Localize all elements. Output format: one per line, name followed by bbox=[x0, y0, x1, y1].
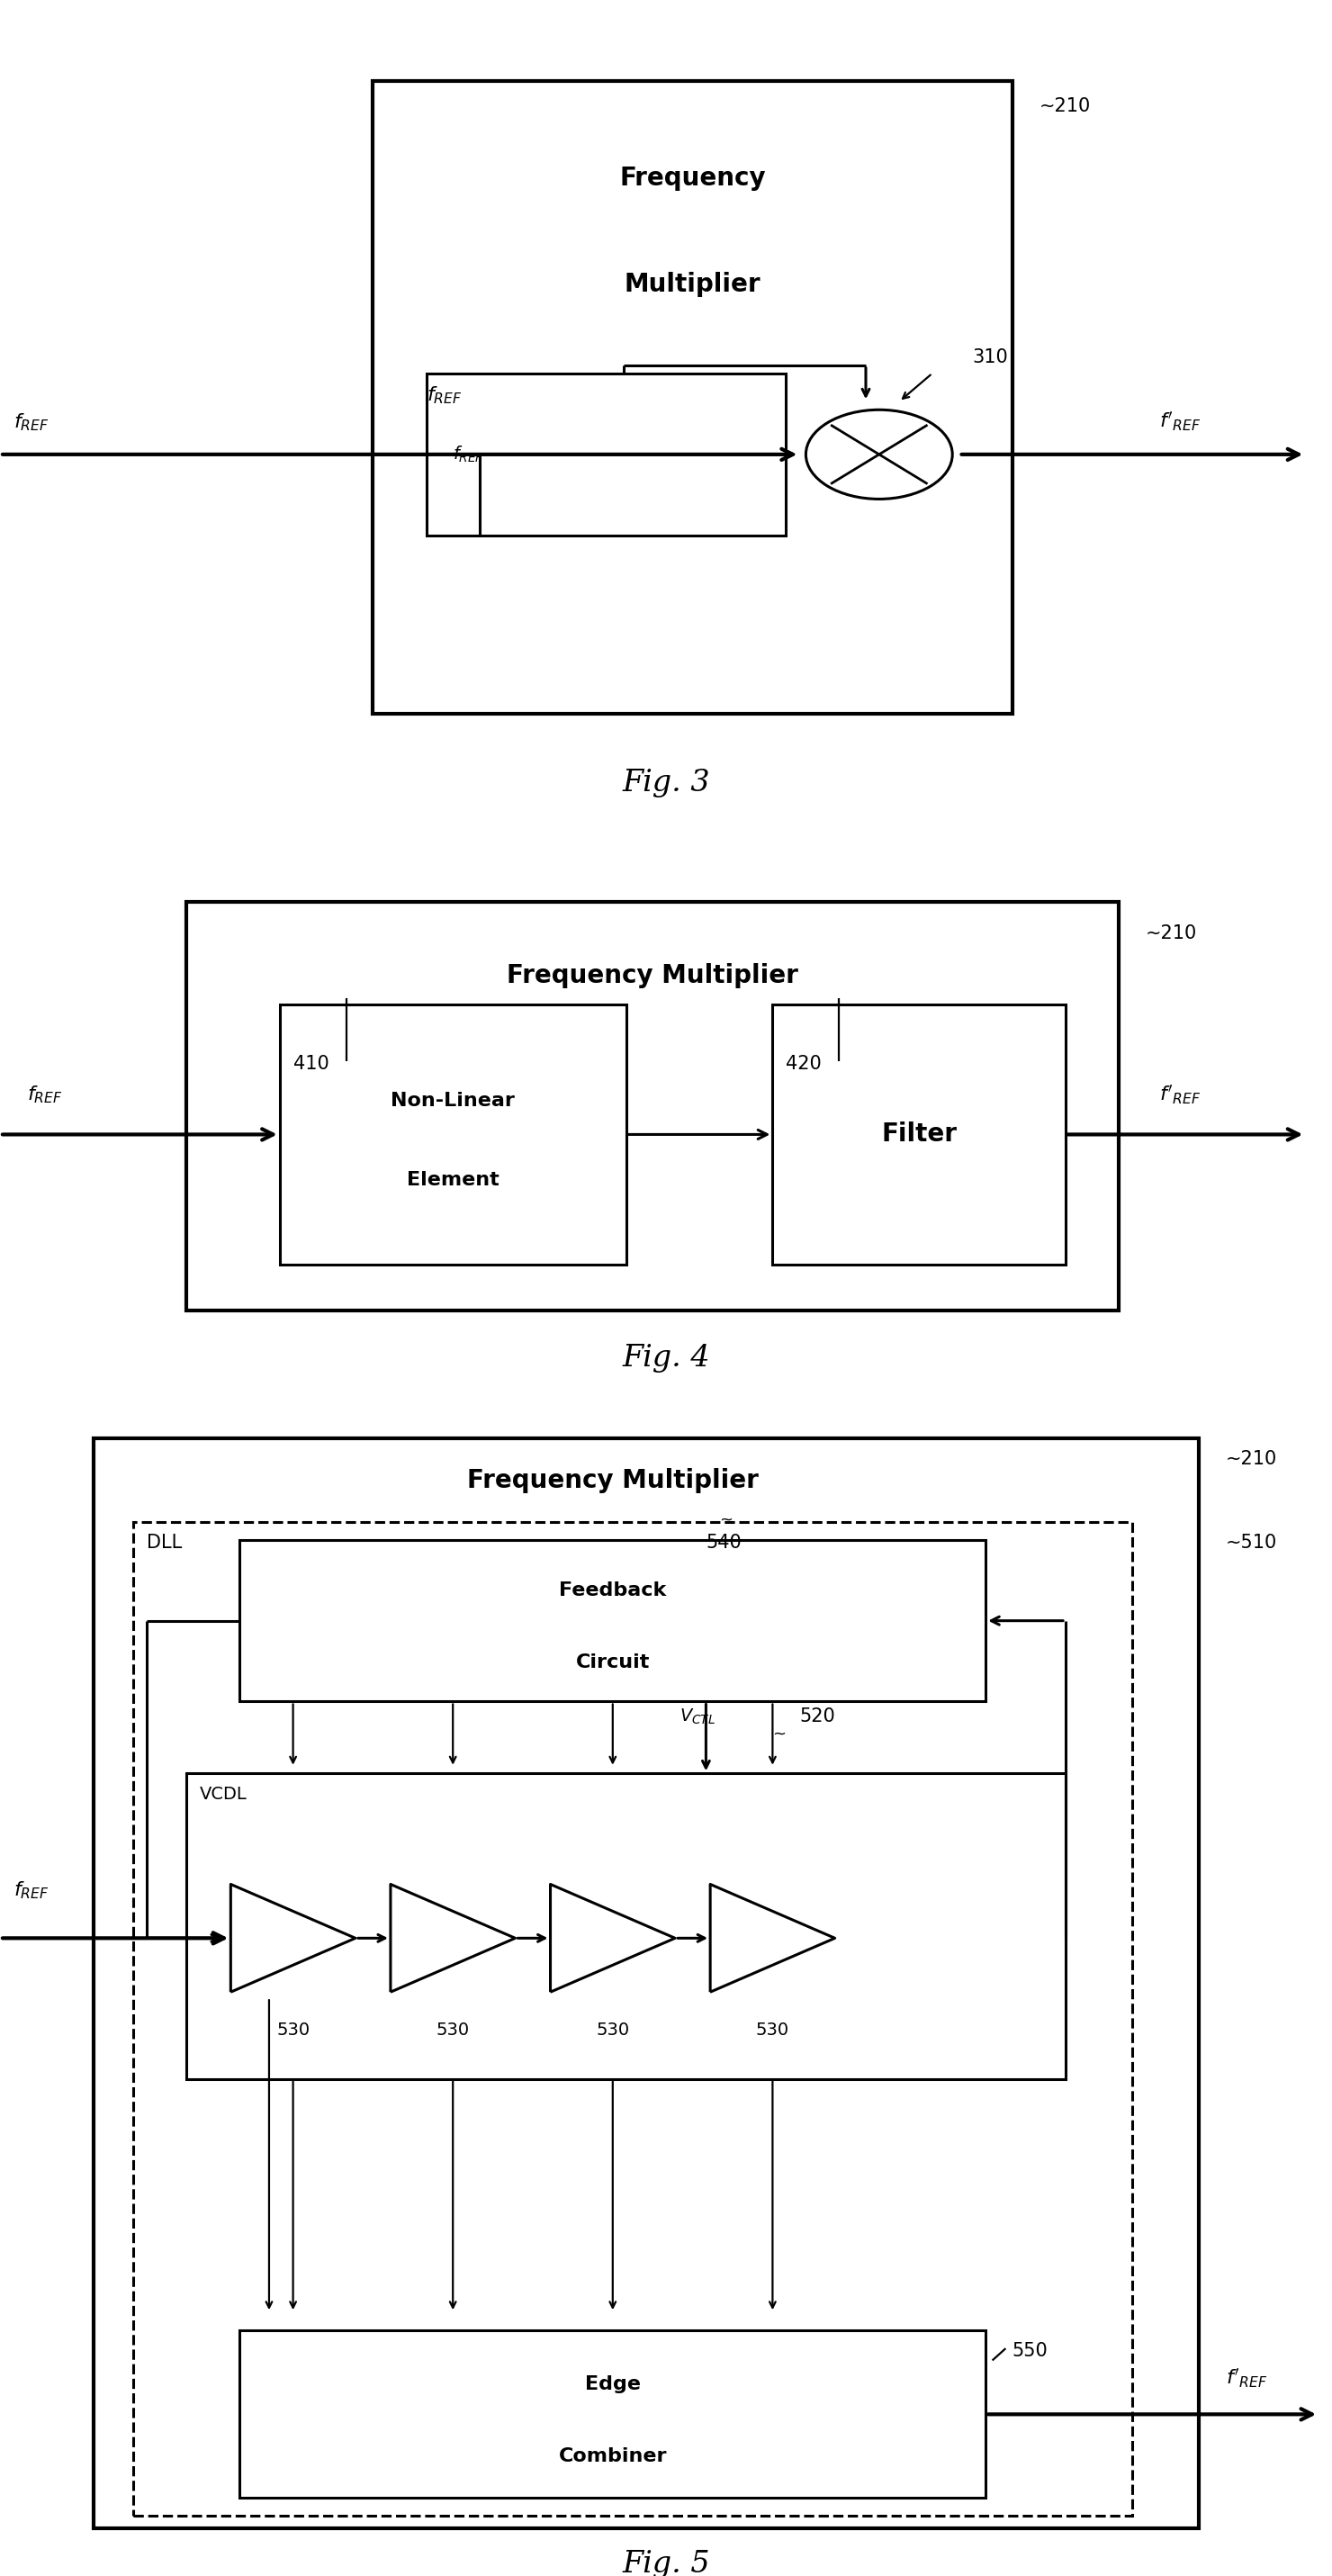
Text: Fig. 4: Fig. 4 bbox=[622, 1345, 710, 1373]
Bar bbox=[773, 1005, 1066, 1265]
Text: $f'_{REF}$: $f'_{REF}$ bbox=[1159, 410, 1200, 433]
Bar bbox=[426, 374, 786, 536]
Text: Fig. 3: Fig. 3 bbox=[622, 768, 710, 799]
Bar bbox=[133, 1522, 1132, 2517]
Text: Filter: Filter bbox=[882, 1123, 956, 1146]
Bar bbox=[280, 1005, 626, 1265]
Text: ~: ~ bbox=[773, 1726, 786, 1741]
Text: Non-Linear: Non-Linear bbox=[390, 1092, 515, 1110]
Bar bbox=[240, 2331, 986, 2499]
Text: $f_{REF}$: $f_{REF}$ bbox=[27, 1084, 63, 1105]
Text: $V_{CTL}$: $V_{CTL}$ bbox=[679, 1708, 715, 1726]
Text: ~210: ~210 bbox=[1225, 1450, 1277, 1468]
Text: Edge: Edge bbox=[585, 2375, 641, 2393]
Text: VCDL: VCDL bbox=[200, 1785, 248, 1803]
Text: 310: 310 bbox=[972, 348, 1008, 366]
Text: ~: ~ bbox=[719, 1512, 733, 1528]
Text: 520: 520 bbox=[799, 1708, 835, 1726]
Text: Combiner: Combiner bbox=[558, 2447, 667, 2465]
Text: ~210: ~210 bbox=[1039, 98, 1091, 116]
Text: 530: 530 bbox=[755, 2022, 790, 2038]
Text: 530: 530 bbox=[595, 2022, 630, 2038]
Text: $f_{REF}$: $f_{REF}$ bbox=[453, 446, 485, 464]
Text: 530: 530 bbox=[436, 2022, 470, 2038]
Text: Circuit: Circuit bbox=[575, 1654, 650, 1672]
Text: Feedback: Feedback bbox=[559, 1582, 666, 1600]
Text: 410: 410 bbox=[293, 1056, 329, 1074]
Text: Frequency Multiplier: Frequency Multiplier bbox=[468, 1468, 759, 1494]
Text: Fig. 5: Fig. 5 bbox=[622, 2550, 710, 2576]
Text: 420: 420 bbox=[786, 1056, 822, 1074]
Text: DLL: DLL bbox=[147, 1533, 182, 1551]
Text: Element: Element bbox=[406, 1172, 500, 1188]
Bar bbox=[186, 902, 1119, 1311]
Text: 540: 540 bbox=[706, 1533, 742, 1551]
Text: 530: 530 bbox=[276, 2022, 310, 2038]
Text: $f_{REF}$: $f_{REF}$ bbox=[13, 412, 49, 433]
Bar bbox=[240, 1540, 986, 1703]
Text: $f'_{REF}$: $f'_{REF}$ bbox=[1225, 2367, 1267, 2391]
Text: Frequency: Frequency bbox=[619, 165, 766, 191]
Text: 550: 550 bbox=[1012, 2342, 1048, 2360]
Text: $f'_{REF}$: $f'_{REF}$ bbox=[1159, 1084, 1200, 1105]
Text: Multiplier: Multiplier bbox=[625, 270, 761, 296]
Text: ~210: ~210 bbox=[1146, 925, 1197, 943]
Text: Frequency Multiplier: Frequency Multiplier bbox=[507, 963, 798, 989]
Bar bbox=[93, 1437, 1199, 2527]
Text: $f_{REF}$: $f_{REF}$ bbox=[426, 384, 462, 404]
Text: ~510: ~510 bbox=[1225, 1533, 1277, 1551]
Bar bbox=[186, 1772, 1066, 2079]
Bar bbox=[373, 82, 1012, 714]
Text: $f_{REF}$: $f_{REF}$ bbox=[13, 1880, 49, 1901]
